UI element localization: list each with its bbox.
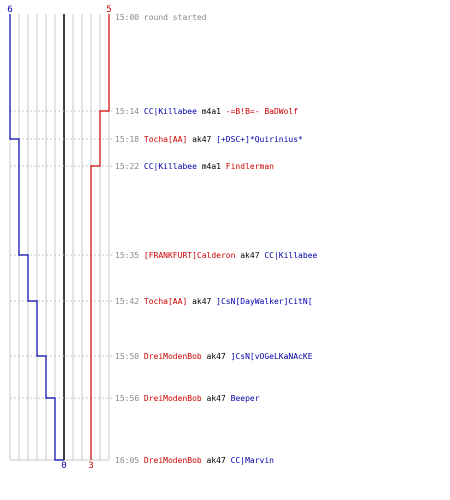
red-end-score: 3 — [88, 461, 93, 471]
victim-name: Findlerman — [221, 162, 274, 171]
victim-name: [+DSC+]*Quirinius* — [211, 135, 303, 144]
victim-name: CC|Marvin — [226, 456, 274, 465]
killer-name: DreiModenBob — [139, 352, 202, 361]
event-row: 15:50 DreiModenBob ak47 ]CsN[vOGeLKaNAcK… — [115, 352, 313, 361]
event-time: 15:35 — [115, 251, 139, 260]
event-time: 15:00 — [115, 13, 139, 22]
event-time: 15:22 — [115, 162, 139, 171]
red-team-score-line — [90, 14, 110, 460]
killer-name: Tocha[AA] — [139, 297, 187, 306]
killer-name: DreiModenBob — [139, 456, 202, 465]
weapon-name: ak47 — [187, 297, 211, 306]
event-row: 15:22 CC|Killabee m4a1 Findlerman — [115, 162, 274, 171]
weapon-name: ak47 — [202, 394, 226, 403]
weapon-name: ak47 — [202, 456, 226, 465]
event-row: 15:42 Tocha[AA] ak47 ]CsN[DayWalker]CitN… — [115, 297, 313, 306]
victim-name: ]CsN[DayWalker]CitN[ — [211, 297, 312, 306]
event-row: 15:18 Tocha[AA] ak47 [+DSC+]*Quirinius* — [115, 135, 303, 144]
victim-name: -=B!B=- BaDWolf — [221, 107, 298, 116]
event-time: 15:50 — [115, 352, 139, 361]
event-row: 15:14 CC|Killabee m4a1 -=B!B=- BaDWolf — [115, 107, 298, 116]
weapon-name: ak47 — [235, 251, 259, 260]
event-time: 15:18 — [115, 135, 139, 144]
weapon-name: m4a1 — [197, 162, 221, 171]
weapon-name: m4a1 — [197, 107, 221, 116]
blue-end-score: 0 — [61, 461, 66, 471]
event-row: 16:05 DreiModenBob ak47 CC|Marvin — [115, 456, 274, 465]
weapon-name: ak47 — [187, 135, 211, 144]
red-start-score: 5 — [106, 5, 111, 15]
event-time: 15:14 — [115, 107, 139, 116]
event-time: 15:56 — [115, 394, 139, 403]
victim-name: Beeper — [226, 394, 260, 403]
score-grid — [9, 14, 110, 461]
event-list: 15:00 round started 15:14 CC|Killabee m4a… — [115, 13, 317, 465]
killer-name: Tocha[AA] — [139, 135, 187, 144]
event-row: 15:00 round started — [115, 13, 207, 22]
killer-name: DreiModenBob — [139, 394, 202, 403]
killer-name: [FRANKFURT]Calderon — [139, 251, 236, 260]
victim-name: CC|Killabee — [260, 251, 318, 260]
score-labels: 6 5 0 3 — [7, 5, 111, 471]
event-time: 16:05 — [115, 456, 139, 465]
killer-name: CC|Killabee — [139, 162, 197, 171]
blue-start-score: 6 — [7, 5, 12, 15]
event-row: 15:56 DreiModenBob ak47 Beeper — [115, 394, 260, 403]
victim-name: ]CsN[vOGeLKaNAcKE — [226, 352, 313, 361]
weapon-name: ak47 — [202, 352, 226, 361]
event-row: 15:35 [FRANKFURT]Calderon ak47 CC|Killab… — [115, 251, 317, 260]
blue-team-score-line — [9, 14, 64, 461]
score-step-lines — [9, 14, 110, 461]
event-note: round started — [139, 13, 207, 22]
event-time: 15:42 — [115, 297, 139, 306]
killer-name: CC|Killabee — [139, 107, 197, 116]
